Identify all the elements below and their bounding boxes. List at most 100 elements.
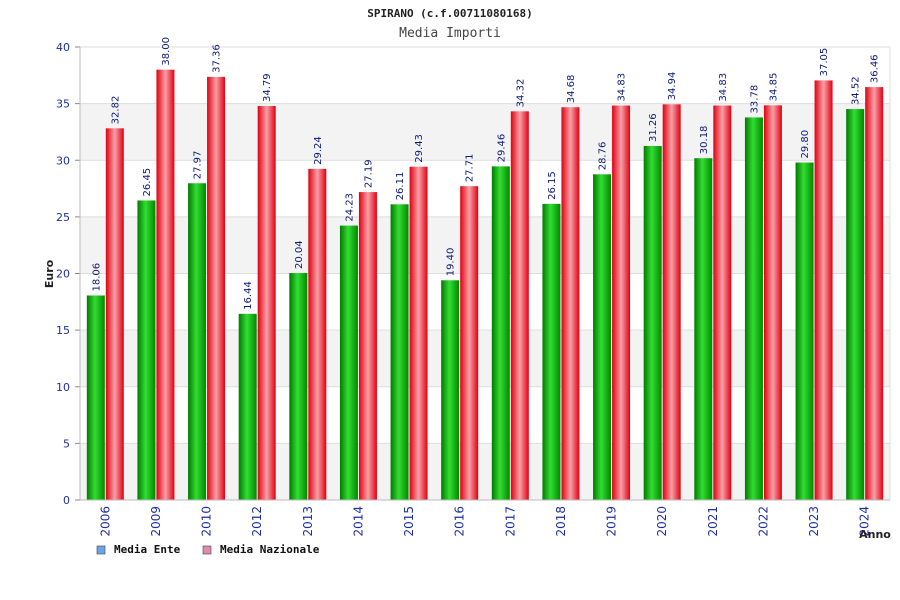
y-tick-label: 15 — [56, 324, 70, 337]
value-label-media-ente: 20.04 — [294, 240, 305, 269]
value-label-media-ente: 34.52 — [851, 76, 862, 105]
y-tick-label: 25 — [56, 211, 70, 224]
bar-media-nazionale — [257, 106, 276, 501]
bar-media-ente — [846, 109, 865, 500]
bar-media-ente — [643, 145, 662, 500]
value-label-media-nazionale: 34.94 — [667, 72, 678, 101]
value-label-media-nazionale: 34.68 — [566, 75, 577, 104]
chart-subtitle: Media Importi — [399, 26, 501, 41]
x-tick-label: 2021 — [706, 506, 720, 537]
legend: Media Ente Media Nazionale — [96, 543, 320, 556]
bar-media-ente — [593, 174, 612, 500]
x-tick-label: 2017 — [503, 506, 517, 537]
bar-media-ente — [390, 204, 409, 500]
bar-media-ente — [744, 117, 763, 500]
x-tick-labels: 2006 2009 2010 2012 2013 2014 2015 2016 2017 2018… — [98, 506, 871, 537]
x-tick-label: 2010 — [200, 506, 214, 537]
legend-swatch-media-nazionale — [202, 545, 212, 555]
value-label-media-ente: 29.80 — [800, 130, 811, 159]
x-tick-label: 2015 — [402, 506, 416, 537]
bar-media-ente — [491, 166, 510, 501]
value-label-media-nazionale: 34.32 — [515, 79, 526, 108]
bar-media-nazionale — [612, 105, 631, 501]
value-label-media-ente: 27.97 — [193, 151, 204, 180]
x-tick-label: 2020 — [655, 506, 669, 537]
bar-media-nazionale — [763, 105, 782, 500]
value-label-media-ente: 31.26 — [648, 113, 659, 142]
value-label-media-ente: 28.76 — [598, 142, 609, 171]
bar-media-ente — [238, 313, 257, 500]
x-tick-label: 2009 — [149, 506, 163, 537]
bar-media-ente — [441, 280, 460, 500]
bar-media-nazionale — [814, 80, 833, 500]
value-label-media-nazionale: 36.46 — [870, 54, 881, 83]
value-label-media-nazionale: 37.36 — [212, 44, 223, 73]
value-label-media-ente: 26.11 — [395, 172, 406, 201]
bar-media-nazionale — [662, 104, 681, 500]
bar-series — [86, 69, 884, 501]
bar-media-ente — [542, 203, 561, 500]
y-tick-label: 10 — [56, 381, 70, 394]
value-label-media-nazionale: 27.19 — [363, 159, 374, 188]
value-label-media-ente: 33.78 — [749, 85, 760, 114]
value-label-media-ente: 24.23 — [344, 193, 355, 222]
bar-media-ente — [795, 162, 814, 500]
bar-media-nazionale — [460, 186, 479, 500]
bar-media-ente — [289, 273, 308, 500]
value-label-media-ente: 19.40 — [446, 248, 457, 277]
bar-media-nazionale — [510, 111, 529, 501]
chart-title: SPIRANO (c.f.00711080168) — [367, 7, 533, 20]
value-label-media-ente: 16.44 — [243, 281, 254, 310]
value-label-media-nazionale: 27.71 — [465, 154, 476, 183]
x-tick-label: 2013 — [301, 506, 315, 537]
y-tick-label: 40 — [56, 41, 70, 54]
value-label-media-nazionale: 38.00 — [161, 37, 172, 66]
x-tick-label: 2023 — [807, 506, 821, 537]
x-axis-label: Anno — [859, 528, 891, 541]
value-label-media-nazionale: 29.24 — [313, 136, 324, 165]
x-tick-label: 2018 — [554, 506, 568, 537]
legend-label-media-nazionale: Media Nazionale — [220, 543, 320, 556]
value-label-media-ente: 30.18 — [699, 126, 710, 155]
y-axis-label: Euro — [43, 259, 56, 288]
value-label-media-nazionale: 34.79 — [262, 73, 273, 102]
bar-media-ente — [339, 225, 358, 500]
value-label-media-nazionale: 37.05 — [819, 48, 830, 77]
value-label-media-nazionale: 32.82 — [110, 96, 121, 125]
bar-media-ente — [137, 200, 156, 501]
bar-media-nazionale — [308, 168, 327, 500]
value-label-media-ente: 29.46 — [496, 134, 507, 163]
x-tick-label: 2024 — [858, 506, 872, 537]
value-label-media-nazionale: 29.43 — [414, 134, 425, 163]
bar-media-ente — [694, 158, 713, 501]
y-tick-label: 35 — [56, 98, 70, 111]
bar-media-nazionale — [409, 166, 428, 500]
value-labels: 18.06 32.82 26.45 38.00 27.97 37.36 16.44 34.79… — [91, 37, 880, 310]
value-label-media-nazionale: 34.83 — [718, 73, 729, 102]
bar-media-nazionale — [207, 76, 226, 500]
bar-media-nazionale — [156, 69, 175, 501]
y-tick-label: 20 — [56, 268, 70, 281]
bar-media-nazionale — [561, 107, 580, 501]
x-tick-label: 2019 — [605, 506, 619, 537]
bar-media-ente — [188, 183, 207, 500]
bar-media-nazionale — [358, 192, 377, 501]
x-tick-label: 2014 — [351, 506, 365, 537]
y-tick-label: 5 — [63, 437, 70, 450]
bar-media-nazionale — [105, 128, 124, 500]
y-tick-label: 30 — [56, 154, 70, 167]
y-tick-labels: 0 5 10 15 20 25 30 35 40 — [56, 41, 70, 507]
bar-media-ente — [86, 295, 105, 500]
bar-media-nazionale — [713, 105, 732, 501]
y-tick-label: 0 — [63, 494, 70, 507]
x-tick-label: 2006 — [98, 506, 112, 537]
value-label-media-ente: 26.45 — [142, 168, 153, 197]
x-tick-label: 2022 — [756, 506, 770, 537]
bar-media-nazionale — [865, 87, 884, 500]
value-label-media-ente: 26.15 — [547, 171, 558, 200]
legend-label-media-ente: Media Ente — [114, 543, 181, 556]
x-tick-label: 2016 — [453, 506, 467, 537]
value-label-media-nazionale: 34.85 — [768, 73, 779, 102]
axes — [79, 47, 891, 501]
